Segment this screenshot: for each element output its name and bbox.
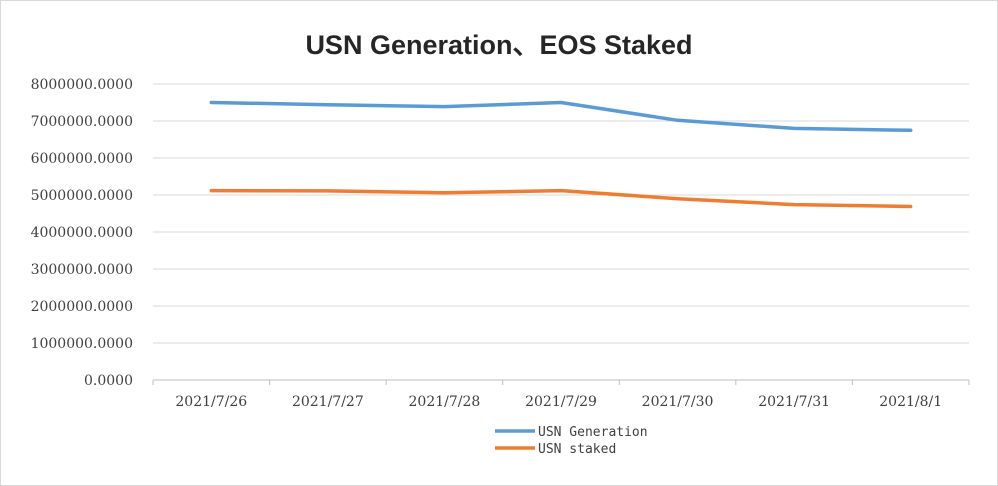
series-line-0 bbox=[209, 100, 913, 133]
y-tick-label: 8000000.0000 bbox=[31, 77, 133, 93]
x-tick-label: 2021/7/28 bbox=[409, 394, 481, 410]
y-tick-label: 2000000.0000 bbox=[31, 299, 133, 315]
y-tick-label: 4000000.0000 bbox=[31, 225, 133, 241]
chart-title: USN Generation、EOS Staked bbox=[305, 30, 693, 60]
y-tick-label: 7000000.0000 bbox=[31, 114, 133, 130]
legend-label: USN staked bbox=[538, 442, 616, 457]
x-tick-label: 2021/7/26 bbox=[175, 394, 247, 410]
y-tick-label: 1000000.0000 bbox=[31, 336, 133, 352]
legend-label: USN Generation bbox=[538, 425, 648, 440]
x-tick-label: 2021/7/27 bbox=[292, 394, 364, 410]
x-tick-label: 2021/7/31 bbox=[758, 394, 830, 410]
y-tick-label: 5000000.0000 bbox=[31, 188, 133, 204]
y-tick-label: 0.0000 bbox=[84, 373, 133, 389]
x-tick-label: 2021/8/1 bbox=[879, 394, 942, 410]
series-line-1 bbox=[209, 188, 913, 209]
x-tick-label: 2021/7/29 bbox=[525, 394, 597, 410]
y-tick-label: 3000000.0000 bbox=[31, 262, 133, 278]
y-tick-label: 6000000.0000 bbox=[31, 151, 133, 167]
x-tick-label: 2021/7/30 bbox=[642, 394, 714, 410]
